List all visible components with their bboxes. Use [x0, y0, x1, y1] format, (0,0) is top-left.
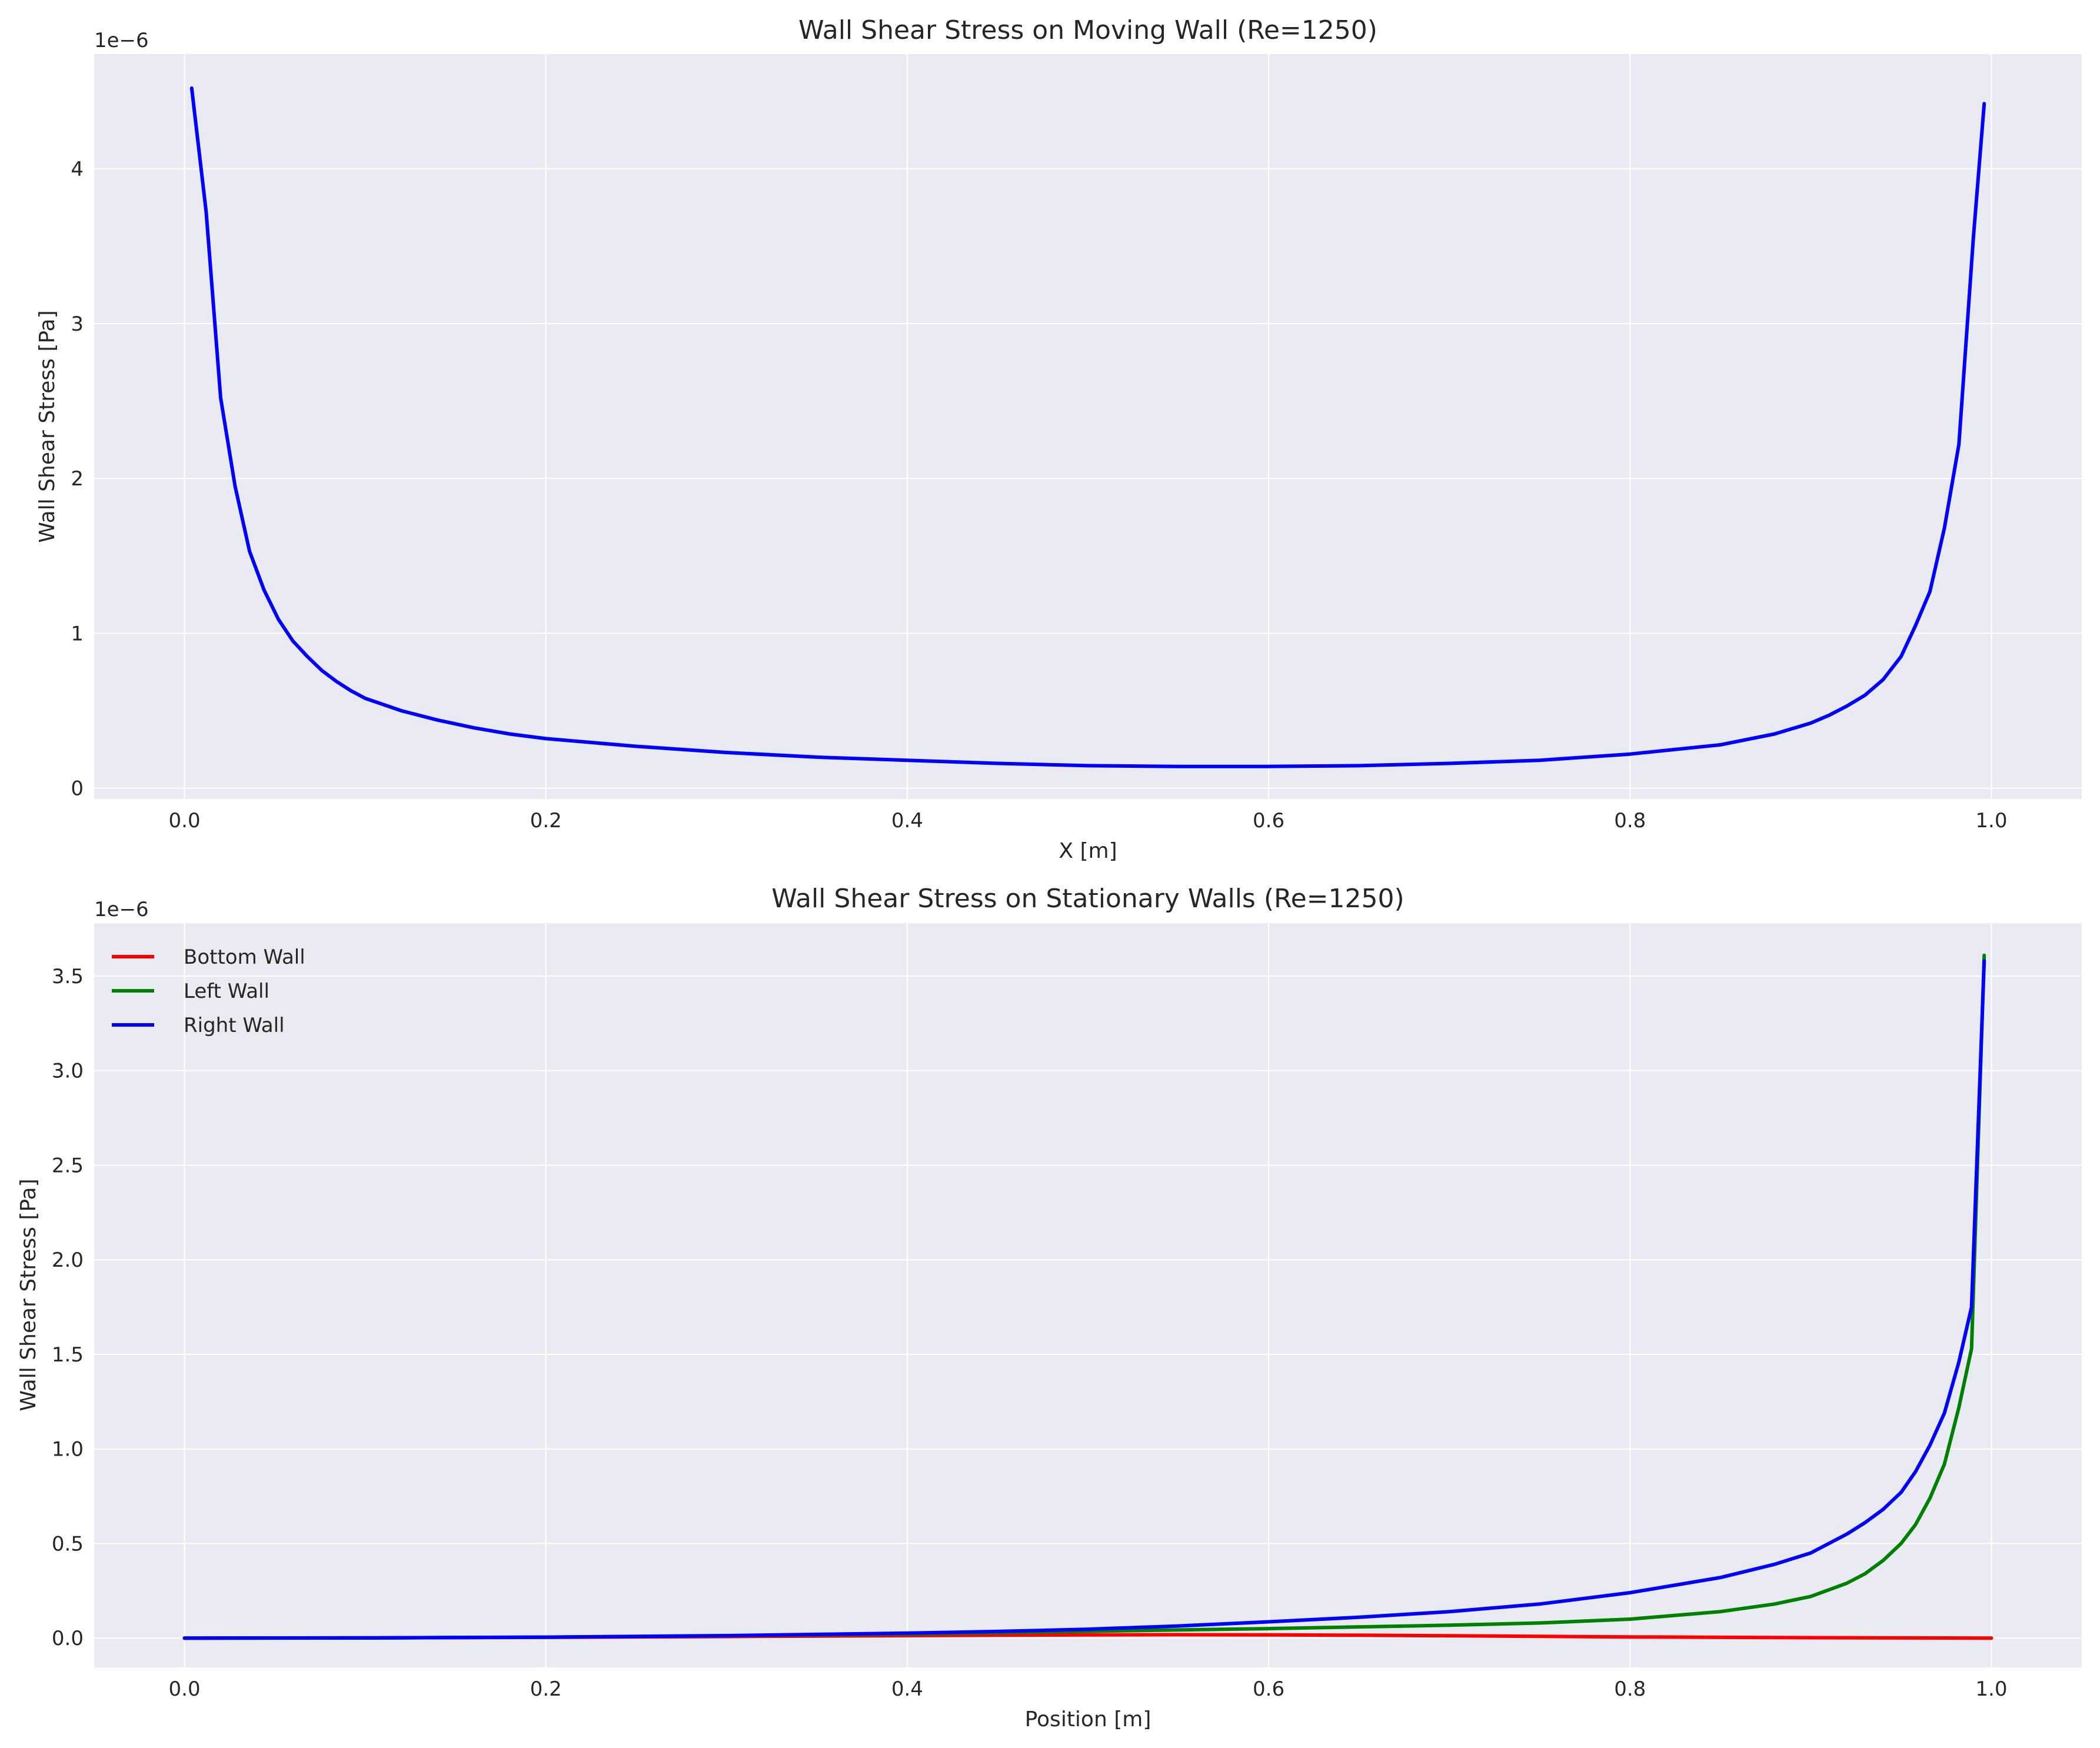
- y-tick-label: 0.0: [52, 1627, 84, 1650]
- x-tick-label: 0.4: [891, 1677, 923, 1701]
- y-tick-label: 3: [71, 312, 84, 336]
- legend: Bottom Wall Left Wall Right Wall: [112, 945, 305, 1037]
- y-tick-label: 2.5: [52, 1154, 84, 1177]
- y-tick-label: 1.0: [52, 1438, 84, 1461]
- x-tick-label: 0.6: [1253, 1677, 1284, 1701]
- legend-label-right-wall: Right Wall: [184, 1014, 285, 1037]
- series-line: [189, 86, 1986, 768]
- y-tick-label: 4: [71, 158, 84, 181]
- x-tick-label: 0.8: [1614, 809, 1646, 833]
- x-tick-label: 0.2: [530, 809, 562, 833]
- y-tick-label: 0.5: [52, 1532, 84, 1556]
- panel-stationary-walls: Wall Shear Stress on Stationary Walls (R…: [16, 884, 2082, 1732]
- chart-title: Wall Shear Stress on Moving Wall (Re=125…: [798, 15, 1377, 45]
- x-axis-label: Position [m]: [1025, 1707, 1151, 1732]
- x-axis-label: X [m]: [1059, 839, 1117, 863]
- y-tick-label: 2: [71, 467, 84, 491]
- x-tick-label: 0.0: [169, 1677, 201, 1701]
- series-layer: [189, 86, 1986, 768]
- y-axis-label: Wall Shear Stress [Pa]: [35, 310, 59, 542]
- legend-label-left-wall: Left Wall: [184, 980, 269, 1003]
- x-tick-labels: 0.0 0.2 0.4 0.6 0.8 1.0: [169, 809, 2008, 833]
- y-tick-label: 1.5: [52, 1343, 84, 1367]
- x-tick-label: 1.0: [1975, 1677, 2007, 1701]
- y-tick-label: 1: [71, 622, 84, 645]
- y-offset-label: 1e−6: [94, 898, 149, 921]
- y-tick-labels: 0.0 0.5 1.0 1.5 2.0 2.5 3.0 3.5: [52, 965, 84, 1650]
- x-tick-label: 0.6: [1253, 809, 1284, 833]
- x-tick-label: 0.0: [169, 809, 201, 833]
- x-tick-labels: 0.0 0.2 0.4 0.6 0.8 1.0: [169, 1677, 2008, 1701]
- y-tick-label: 0: [71, 777, 84, 801]
- plot-area: [94, 54, 2082, 799]
- series-layer: [182, 953, 1993, 1640]
- y-tick-labels: 0 1 2 3 4: [71, 158, 84, 801]
- x-tick-label: 1.0: [1975, 809, 2007, 833]
- y-tick-label: 3.0: [52, 1060, 84, 1083]
- series-line-right-wall: [182, 959, 1986, 1640]
- x-tick-label: 0.2: [530, 1677, 562, 1701]
- y-axis-label: Wall Shear Stress [Pa]: [16, 1178, 41, 1411]
- y-tick-label: 3.5: [52, 965, 84, 988]
- x-tick-label: 0.8: [1614, 1677, 1646, 1701]
- legend-label-bottom-wall: Bottom Wall: [184, 945, 305, 969]
- grid: [94, 54, 2082, 799]
- panel-moving-wall: Wall Shear Stress on Moving Wall (Re=125…: [35, 15, 2082, 863]
- x-tick-label: 0.4: [891, 809, 923, 833]
- plot-area: [94, 923, 2082, 1667]
- y-tick-label: 2.0: [52, 1248, 84, 1272]
- chart-title: Wall Shear Stress on Stationary Walls (R…: [771, 884, 1404, 914]
- y-offset-label: 1e−6: [94, 29, 149, 52]
